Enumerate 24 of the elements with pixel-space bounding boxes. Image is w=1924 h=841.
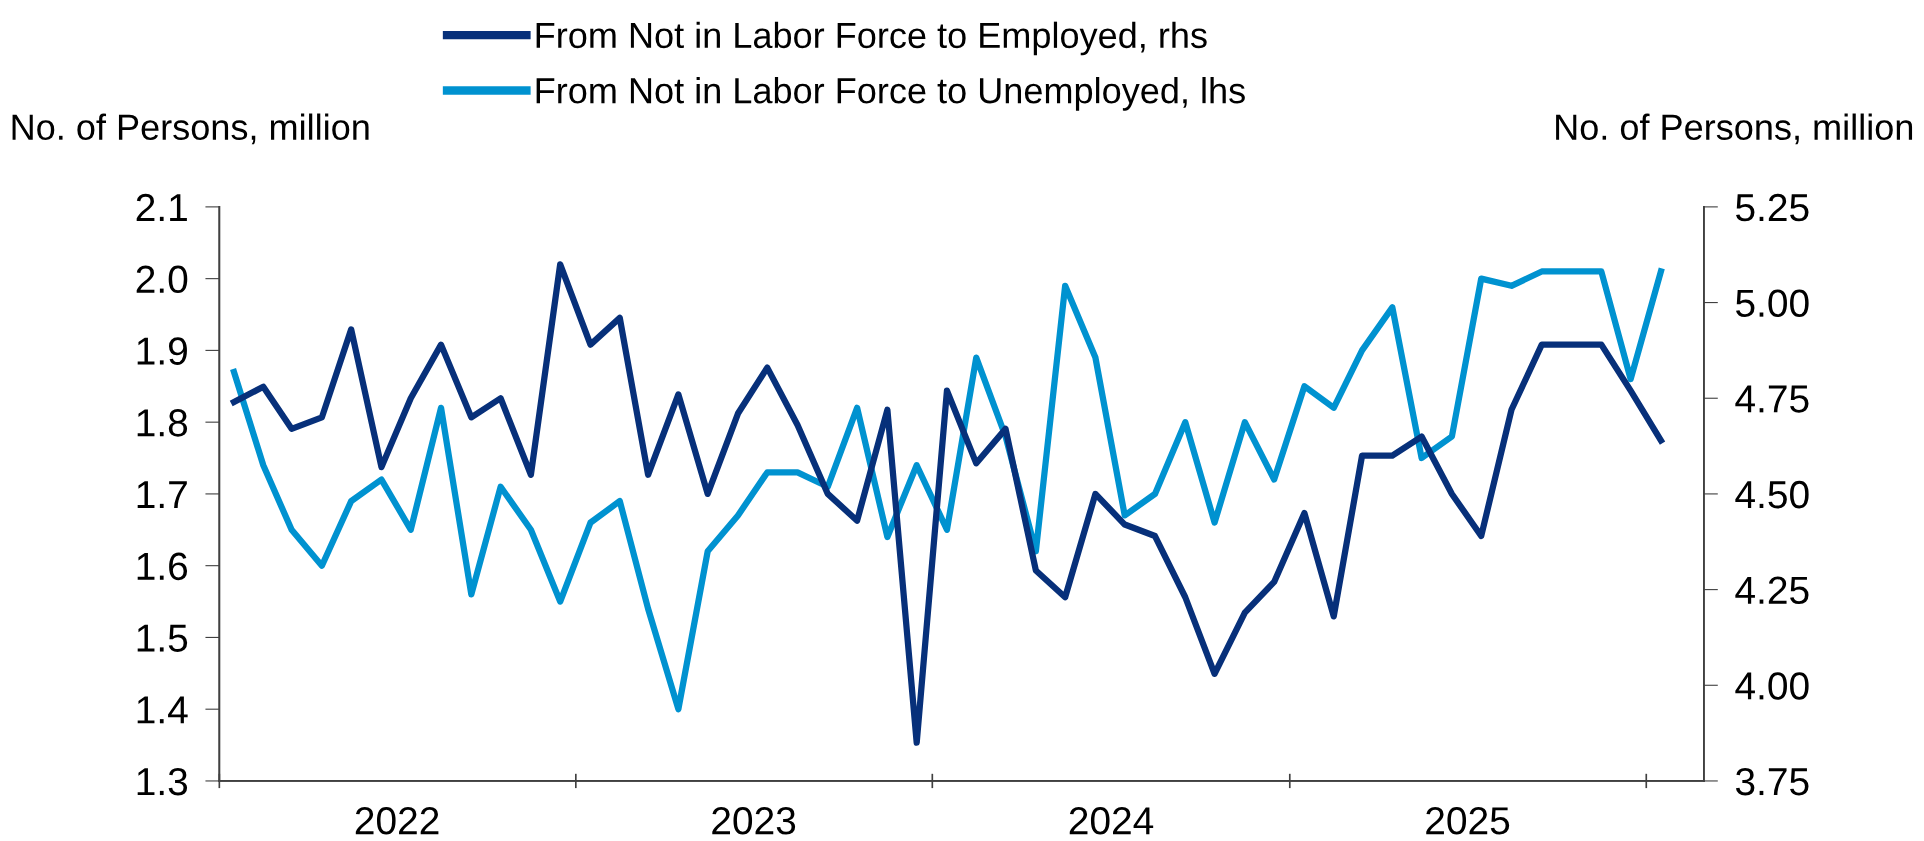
y2-tick-label: 5.25 [1736, 193, 1809, 222]
y2-axis-title: No. of Persons, million [1556, 113, 1913, 145]
y-tick-label: 1.5 [137, 624, 188, 652]
y-tick-label: 2.1 [136, 193, 187, 221]
y2-tick-label: 4.00 [1735, 672, 1809, 700]
legend-label: From Not in Labor Force to Employed, rhs [536, 21, 1207, 56]
y-tick-label: 1.3 [137, 767, 188, 796]
y-tick-label: 2.0 [136, 265, 188, 294]
y2-tick-label: 3.75 [1735, 767, 1809, 796]
y2-tick-label: 4.50 [1735, 480, 1809, 509]
x-tick-label: 2024 [1069, 806, 1154, 835]
y-axis-title: No. of Persons, million [12, 113, 369, 145]
y2-tick-label: 4.75 [1735, 385, 1809, 413]
y-tick-label: 1.7 [137, 481, 187, 509]
x-tick-label: 2023 [712, 806, 796, 835]
y-tick-label: 1.6 [137, 552, 188, 581]
y2-tick-label: 5.00 [1736, 289, 1809, 318]
y-tick-label: 1.8 [137, 409, 188, 437]
y2-tick-label: 4.25 [1735, 576, 1809, 605]
legend-label: From Not in Labor Force to Unemployed, lhs [536, 77, 1245, 111]
x-tick-label: 2025 [1426, 806, 1510, 835]
x-tick-label: 2022 [355, 806, 439, 835]
y-tick-label: 1.4 [137, 696, 188, 724]
y-tick-label: 1.9 [137, 337, 187, 365]
